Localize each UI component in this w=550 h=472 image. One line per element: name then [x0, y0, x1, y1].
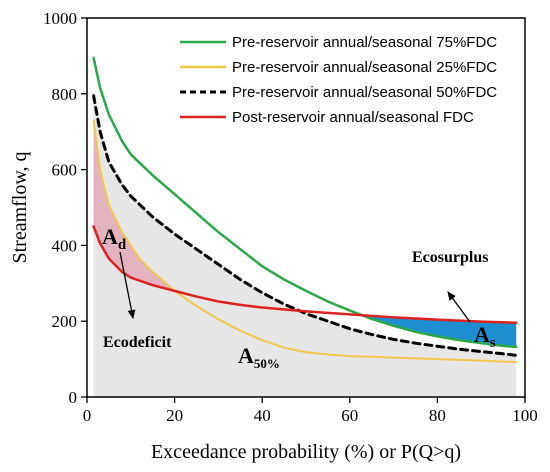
a-d-main: A — [102, 224, 118, 249]
legend-label-3: Post-reservoir annual/seasonal FDC — [232, 109, 474, 126]
x-tick-label: 100 — [512, 406, 538, 425]
a-s-sub: s — [490, 335, 496, 351]
shaded-areas — [93, 95, 517, 397]
y-tick-label: 1000 — [43, 9, 77, 28]
y-tick-label: 400 — [52, 236, 78, 255]
legend: Pre-reservoir annual/seasonal 75%FDC Pre-… — [180, 34, 497, 126]
a-50-sub: 50% — [254, 356, 280, 371]
x-tick-label: 20 — [166, 406, 183, 425]
y-axis-title: Streamflow, q — [9, 151, 31, 263]
x-axis-title: Exceedance probability (%) or P(Q>q) — [151, 441, 461, 463]
ecosurplus-area — [362, 315, 517, 347]
ecodeficit-arrow — [119, 251, 136, 319]
series-line-0 — [92, 56, 518, 349]
ecosurplus-arrow — [447, 291, 471, 323]
series-lines — [92, 56, 518, 364]
x-tick-label: 60 — [341, 406, 358, 425]
a-d-sub: d — [118, 237, 127, 253]
x-tick-label: 40 — [254, 406, 271, 425]
a-d-label: Ad — [102, 224, 127, 253]
axes: 0 20 40 60 80 10002004006008001000Exceedance … — [9, 9, 538, 463]
x-tick-label: 0 — [83, 406, 92, 425]
plot-frame — [86, 17, 526, 398]
legend-label-0: Pre-reservoir annual/seasonal 75%FDC — [232, 34, 497, 51]
y-tick-label: 200 — [52, 312, 78, 331]
legend-label-1: Pre-reservoir annual/seasonal 25%FDC — [232, 59, 497, 76]
y-tick-label: 0 — [69, 388, 78, 407]
series-line-3 — [92, 225, 518, 324]
series-line-2 — [92, 94, 518, 357]
a-50-main: A — [238, 343, 254, 368]
annotations: Ad Ecodeficit A50% Ecosurplus As — [102, 224, 496, 371]
area-under-50-fdc — [93, 95, 517, 397]
ecodeficit-area — [93, 120, 175, 291]
y-tick-label: 800 — [52, 85, 78, 104]
y-tick-label: 600 — [52, 161, 78, 180]
a-s-main: A — [474, 322, 490, 347]
ecodeficit-label: Ecodeficit — [103, 334, 172, 351]
a-50-label: A50% — [238, 343, 280, 371]
legend-label-2: Pre-reservoir annual/seasonal 50%FDC — [232, 84, 497, 101]
x-tick-label: 80 — [429, 406, 446, 425]
a-s-label: As — [474, 322, 496, 351]
series-line-1 — [92, 119, 518, 364]
ecosurplus-label: Ecosurplus — [412, 249, 488, 266]
